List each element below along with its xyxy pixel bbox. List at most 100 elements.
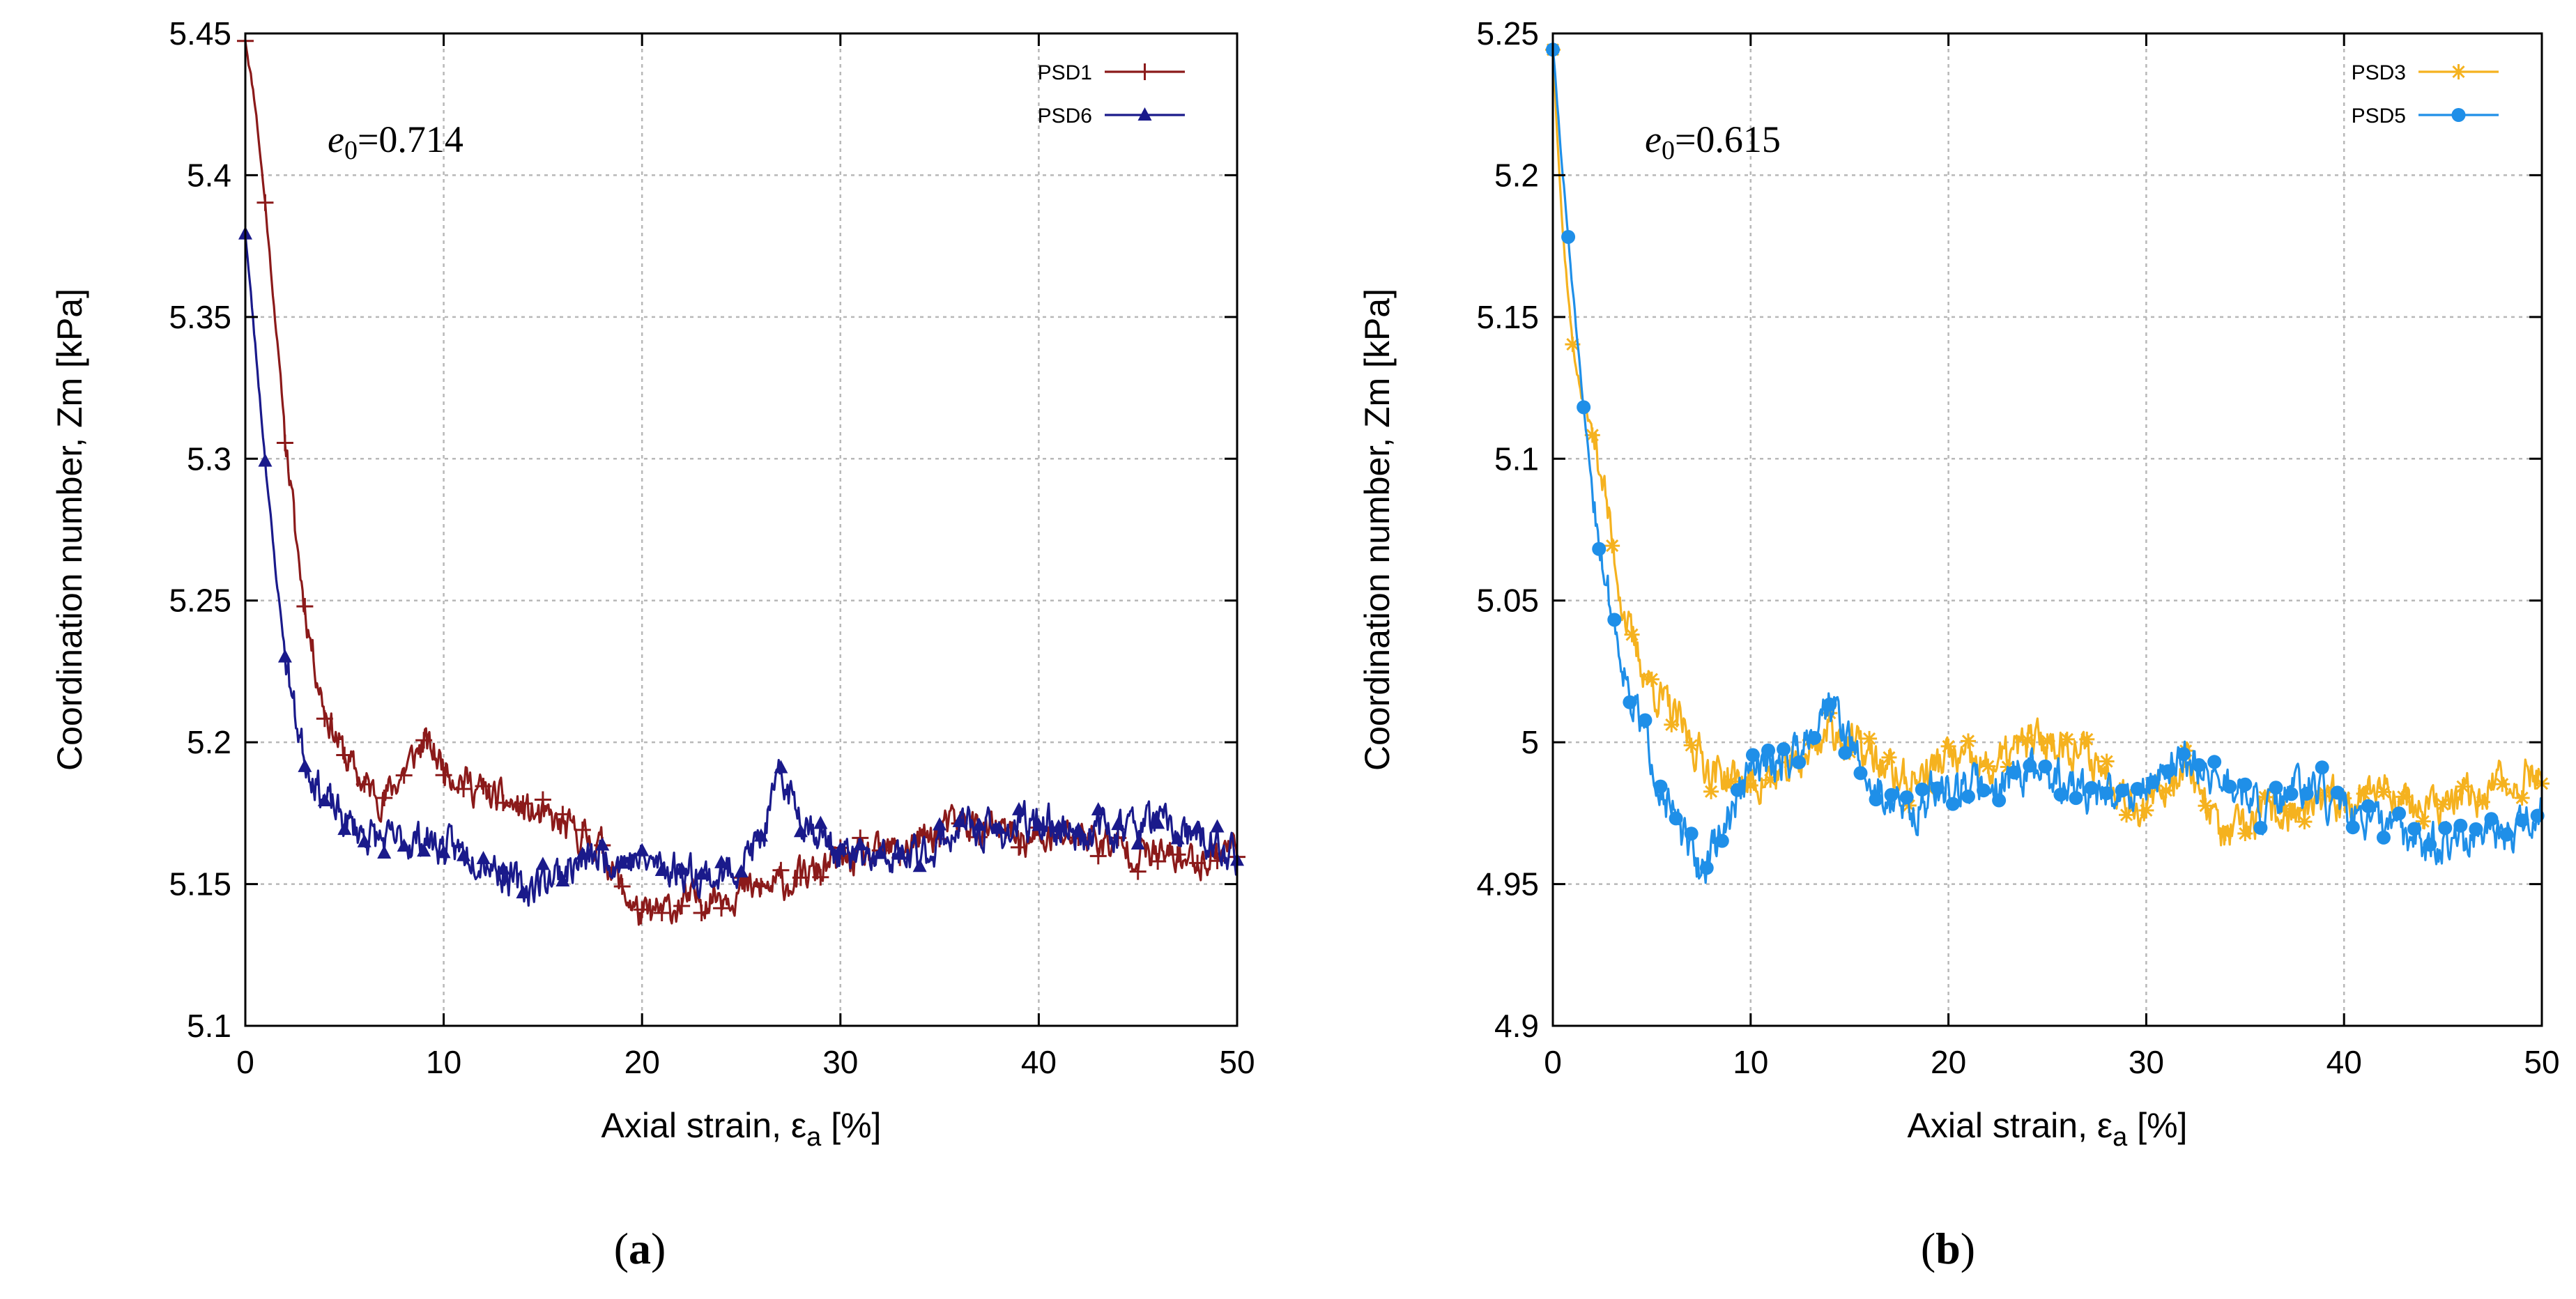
data-point-psd5: [1869, 792, 1883, 807]
data-point-psd5: [2345, 820, 2360, 835]
data-point-psd3: [2020, 732, 2036, 748]
data-point-psd3: [2455, 778, 2471, 794]
data-point-psd6: [417, 843, 431, 857]
data-point-psd6: [793, 824, 808, 838]
data-point-psd5: [2269, 781, 2283, 795]
data-point-psd5: [1699, 861, 1714, 875]
data-point-psd3: [2514, 790, 2530, 806]
data-point-psd5: [2038, 759, 2053, 774]
legend-marker-psd5: [2451, 108, 2466, 122]
data-point-psd5: [2099, 786, 2114, 801]
data-point-psd1: [376, 789, 393, 806]
data-point-psd3: [1565, 337, 1581, 353]
y-tick-label: 5.4: [187, 157, 231, 193]
data-point-psd6: [912, 859, 927, 873]
data-point-psd3: [2059, 731, 2075, 747]
data-point-psd6: [952, 813, 967, 827]
y-tick-label: 5.15: [169, 866, 231, 902]
data-point-psd5: [2423, 838, 2437, 852]
y-tick-label: 5: [1521, 724, 1539, 760]
legend-marker-psd6: [1137, 107, 1152, 121]
data-point-psd6: [258, 453, 273, 467]
y-axis-label: Coordination number, Zm [kPa]: [50, 289, 89, 771]
data-point-psd1: [634, 901, 651, 918]
x-tick-label: 30: [2129, 1044, 2164, 1080]
data-point-psd5: [1592, 541, 1607, 556]
data-point-psd5: [1638, 713, 1653, 728]
data-point-psd6: [436, 845, 451, 859]
data-point-psd6: [575, 846, 590, 860]
data-point-psd3: [2474, 794, 2490, 810]
data-point-psd6: [1011, 801, 1026, 815]
data-point-psd3: [1723, 774, 1739, 790]
data-point-psd3: [2198, 798, 2214, 814]
x-tick-label: 50: [2524, 1044, 2559, 1080]
data-point-psd5: [2007, 765, 2022, 780]
data-point-psd5: [1853, 766, 1868, 781]
data-point-psd1: [336, 746, 353, 764]
data-point-psd6: [1051, 819, 1066, 833]
data-point-psd3: [2277, 801, 2293, 817]
data-point-psd3: [1624, 627, 1640, 643]
data-point-psd6: [377, 845, 392, 859]
data-point-psd3: [2079, 731, 2095, 747]
legend-label-psd3: PSD3: [2352, 61, 2406, 84]
x-tick-label: 20: [1931, 1044, 1966, 1080]
data-point-psd5: [1777, 742, 1791, 757]
data-point-psd5: [2453, 818, 2468, 833]
data-point-psd1: [752, 877, 769, 895]
data-point-psd5: [1915, 782, 1929, 797]
data-point-psd6: [694, 866, 709, 880]
data-point-psd5: [2469, 822, 2483, 836]
void-ratio-annotation: e0=0.615: [1645, 118, 1781, 165]
data-point-psd6: [1111, 817, 1126, 831]
data-point-psd6: [595, 837, 610, 851]
data-point-psd6: [357, 833, 371, 847]
data-point-psd1: [455, 781, 473, 798]
data-point-psd3: [2375, 784, 2391, 800]
x-tick-label: 10: [1733, 1044, 1768, 1080]
data-point-psd6: [753, 828, 768, 842]
data-point-psd6: [813, 815, 828, 829]
data-point-psd6: [615, 855, 629, 869]
data-point-psd3: [2119, 807, 2135, 823]
y-tick-label: 5.2: [1494, 157, 1539, 193]
data-point-psd6: [714, 854, 729, 868]
data-point-psd6: [1151, 815, 1165, 829]
data-point-psd3: [1643, 671, 1659, 687]
data-point-psd5: [2499, 827, 2514, 842]
data-point-psd1: [613, 878, 631, 896]
data-point-psd3: [1703, 783, 1719, 799]
data-point-psd6: [734, 864, 749, 878]
data-point-psd6: [1091, 801, 1105, 815]
data-point-psd3: [2099, 753, 2115, 769]
y-tick-label: 5.25: [169, 583, 231, 619]
data-point-psd5: [2145, 775, 2160, 790]
panel-label: (b): [1921, 1224, 1975, 1273]
y-tick-label: 5.35: [169, 299, 231, 335]
data-point-psd6: [337, 822, 352, 836]
data-point-psd5: [1838, 746, 1853, 760]
data-point-psd3: [1960, 733, 1976, 749]
x-axis-label: Axial strain, εa [%]: [601, 1106, 882, 1152]
data-point-psd5: [1992, 793, 2007, 808]
data-point-psd1: [574, 821, 591, 838]
legend-label-psd5: PSD5: [2352, 105, 2406, 128]
data-point-psd5: [2177, 747, 2191, 762]
data-point-psd5: [1653, 779, 1668, 794]
data-point-psd5: [2484, 812, 2499, 827]
data-point-psd5: [1945, 797, 1960, 811]
data-point-psd3: [2395, 789, 2412, 805]
data-point-psd3: [2158, 783, 2174, 799]
data-point-psd5: [1577, 400, 1591, 415]
panel-label: (a): [614, 1224, 666, 1273]
data-point-psd5: [2376, 830, 2391, 845]
data-point-psd1: [256, 194, 274, 211]
legend-marker-psd3: [2451, 64, 2467, 79]
data-point-psd3: [1763, 772, 1779, 788]
data-point-psd5: [1823, 697, 1837, 712]
data-point-psd3: [1584, 427, 1600, 443]
data-point-psd1: [276, 434, 293, 452]
data-point-psd5: [1792, 755, 1807, 769]
chart-panel-a: 5.1 5.15 5.2 5.25 5.3 5.35 5.4 5.45 0 10 20 30 40 50 A…: [50, 15, 1255, 1273]
